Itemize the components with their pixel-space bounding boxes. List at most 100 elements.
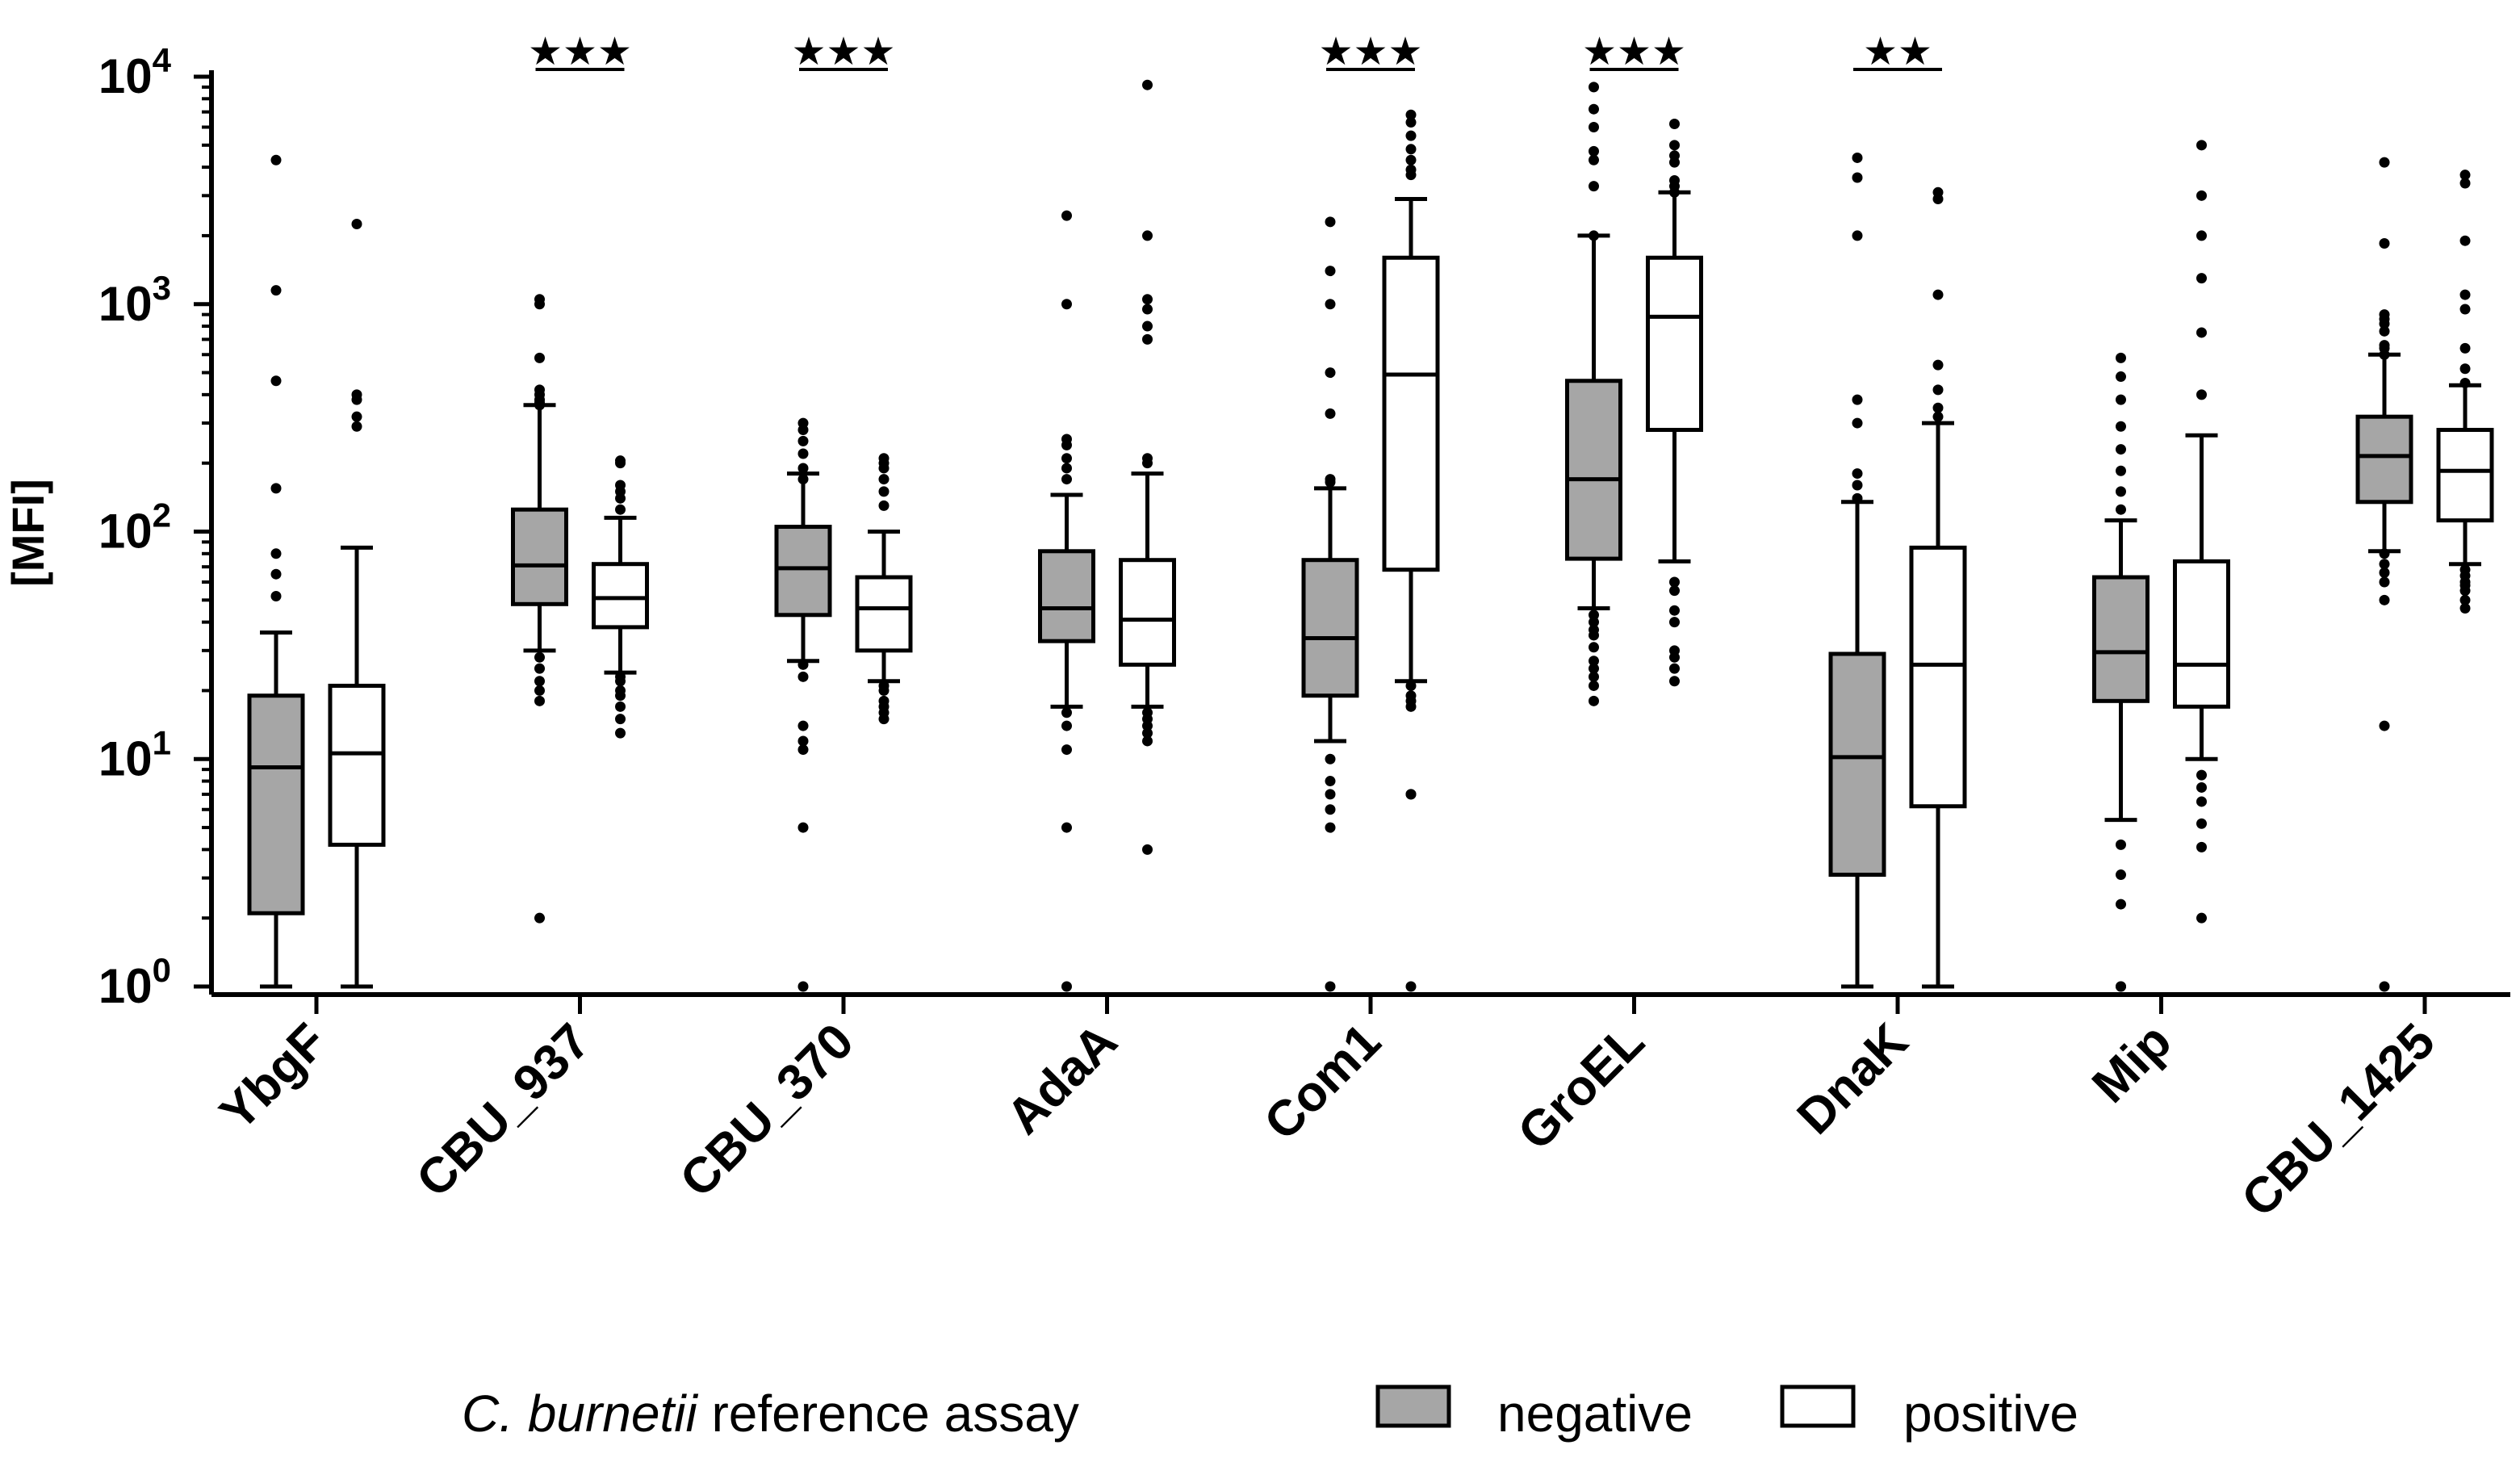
box-positive xyxy=(1382,255,1440,572)
outlier-point xyxy=(534,685,545,696)
outlier-point xyxy=(1405,981,1417,992)
outlier-point xyxy=(1325,804,1336,815)
outlier-point xyxy=(1325,216,1336,228)
significance-label: ★★★ xyxy=(1582,29,1686,74)
outlier-point xyxy=(615,714,626,725)
outlier-point xyxy=(797,720,809,731)
significance-label: ★★★ xyxy=(528,29,632,74)
outlier-point xyxy=(1142,735,1153,747)
legend-title-rest: reference assay xyxy=(697,1385,1079,1443)
outlier-point xyxy=(1669,157,1680,168)
outlier-point xyxy=(2459,289,2471,300)
y-axis-label: [MFI] xyxy=(2,479,53,587)
y-tick-label: 101 xyxy=(98,723,171,785)
outlier-point xyxy=(2116,394,2126,405)
outlier-point xyxy=(2196,818,2207,829)
outlier-point xyxy=(2379,318,2390,329)
outlier-point xyxy=(2379,349,2390,360)
outlier-point xyxy=(534,695,545,706)
outlier-point xyxy=(2459,363,2471,375)
outlier-point xyxy=(2116,465,2126,476)
outlier-point xyxy=(1669,676,1680,687)
outlier-point xyxy=(797,659,809,670)
outlier-point xyxy=(1589,663,1599,674)
outlier-point xyxy=(1325,299,1336,310)
outlier-point xyxy=(2196,796,2207,807)
outlier-point xyxy=(1142,304,1153,315)
box-positive xyxy=(2436,428,2494,523)
outlier-point xyxy=(1852,480,1863,491)
outlier-point xyxy=(2196,781,2207,793)
outlier-point xyxy=(2196,230,2207,241)
outlier-point xyxy=(2116,486,2126,497)
outlier-point xyxy=(615,701,626,712)
legend: C. burnetii reference assay negative pos… xyxy=(462,1385,2078,1443)
outlier-point xyxy=(1669,140,1680,151)
box-negative xyxy=(1038,549,1095,643)
outlier-point xyxy=(2116,444,2126,455)
outlier-point xyxy=(797,448,809,459)
outlier-point xyxy=(2196,769,2207,781)
outlier-point xyxy=(1142,230,1153,241)
outlier-point xyxy=(878,685,890,696)
outlier-point xyxy=(797,735,809,747)
outlier-point xyxy=(1589,154,1599,165)
legend-title-italic: C. burnetii xyxy=(462,1385,698,1443)
legend-label-negative: negative xyxy=(1497,1385,1693,1443)
outlier-point xyxy=(797,463,809,474)
box-positive xyxy=(592,562,649,630)
outlier-point xyxy=(615,690,626,702)
x-category-label: DnaK xyxy=(1787,1013,1919,1145)
outlier-point xyxy=(1325,476,1336,488)
outlier-point xyxy=(2379,981,2390,992)
x-category-label: GroEL xyxy=(1508,1013,1656,1161)
x-category-label: YbgF xyxy=(210,1013,337,1141)
outlier-point xyxy=(1142,727,1153,739)
outlier-point xyxy=(534,352,545,363)
outlier-point xyxy=(2379,594,2390,605)
outlier-point xyxy=(797,435,809,446)
outlier-point xyxy=(1589,656,1599,667)
outlier-point xyxy=(615,458,626,469)
outlier-point xyxy=(878,500,890,511)
outlier-point xyxy=(615,492,626,504)
outlier-point xyxy=(878,463,890,474)
box-positive xyxy=(1646,255,1703,433)
outlier-point xyxy=(2196,327,2207,338)
outlier-point xyxy=(797,474,809,485)
outlier-point xyxy=(2459,235,2471,246)
outlier-point xyxy=(1325,822,1336,833)
box-positive xyxy=(2173,559,2230,709)
outlier-point xyxy=(1325,776,1336,787)
outlier-point xyxy=(1142,79,1153,90)
outlier-point xyxy=(1589,695,1599,706)
outlier-point xyxy=(1405,170,1417,181)
outlier-point xyxy=(1932,289,1944,300)
outlier-point xyxy=(1061,453,1072,464)
outlier-point xyxy=(2459,170,2471,181)
outlier-point xyxy=(270,285,282,296)
outlier-point xyxy=(2196,841,2207,852)
outlier-point xyxy=(1325,753,1336,765)
y-tick-label: 104 xyxy=(98,41,172,103)
y-tick-label: 100 xyxy=(98,951,171,1013)
outlier-point xyxy=(878,474,890,485)
outlier-point xyxy=(1405,789,1417,800)
outlier-point xyxy=(270,591,282,602)
outlier-point xyxy=(1852,230,1863,241)
outlier-point xyxy=(1669,186,1680,198)
outlier-point xyxy=(2379,720,2390,731)
outlier-point xyxy=(1061,299,1072,310)
box-negative xyxy=(247,693,305,915)
outlier-point xyxy=(1852,394,1863,405)
legend-label-positive: positive xyxy=(1903,1385,2078,1443)
outlier-point xyxy=(1669,605,1680,616)
outlier-point xyxy=(2459,585,2471,597)
outlier-point xyxy=(534,912,545,924)
outlier-point xyxy=(1669,663,1680,674)
outlier-point xyxy=(797,671,809,682)
outlier-point xyxy=(1589,617,1599,628)
outlier-point xyxy=(1405,144,1417,155)
box-positive xyxy=(855,575,913,653)
outlier-point xyxy=(2459,342,2471,354)
